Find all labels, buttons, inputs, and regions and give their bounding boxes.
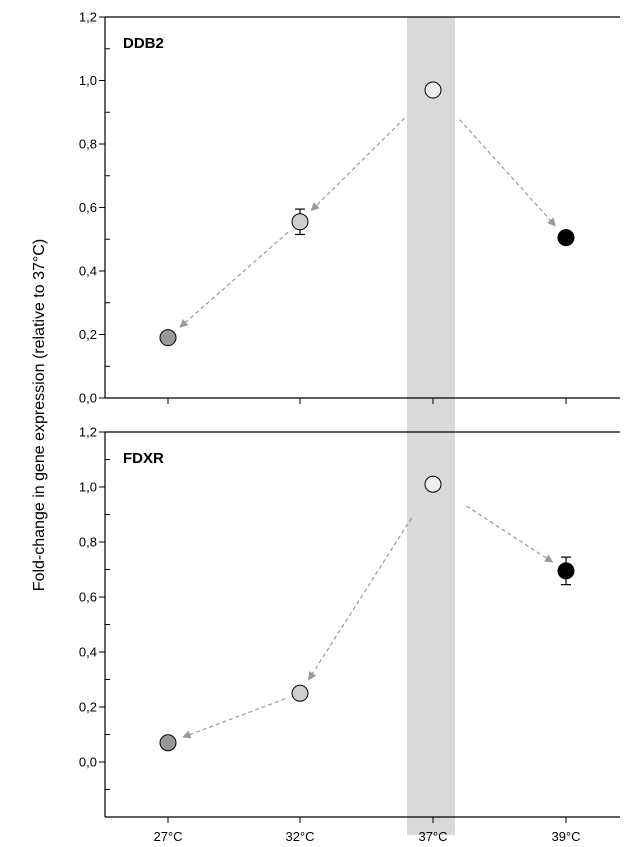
y-tick-label: 0,4 [79, 264, 97, 279]
data-point [557, 562, 575, 580]
panel-ddb2: 0,0 0,2 0,4 0,6 0,8 1,0 1,2 DDB2 [79, 10, 620, 406]
y-tick-label: 0,6 [79, 200, 97, 215]
y-tick-label: 0,2 [79, 700, 97, 715]
trend-arrow [459, 119, 556, 227]
highlight-band [407, 17, 455, 835]
y-tick-label: 0,2 [79, 327, 97, 342]
trend-arrow [308, 517, 413, 681]
panel-label: DDB2 [123, 35, 164, 52]
x-tick-label: 39°C [551, 829, 580, 844]
y-tick-label: 1,2 [79, 425, 97, 440]
data-point [424, 475, 442, 493]
panel-fdxr: 0,0 0,2 0,4 0,6 0,8 1,0 1,2 FDXR [79, 425, 620, 823]
x-tick-label: 27°C [153, 829, 182, 844]
x-tick-label: 32°C [285, 829, 314, 844]
data-point [159, 329, 177, 347]
y-tick-label: 0,8 [79, 535, 97, 550]
y-tick-label: 0,6 [79, 590, 97, 605]
data-point [291, 684, 309, 702]
trend-arrow [310, 117, 406, 212]
y-axis-title: Fold-change in gene expression (relative… [31, 239, 48, 591]
y-tick-label: 0,4 [79, 645, 97, 660]
trend-arrow [466, 505, 554, 563]
panel-label: FDXR [123, 450, 164, 467]
data-point [291, 213, 309, 231]
x-tick-label: 37°C [418, 829, 447, 844]
trend-arrow [182, 698, 286, 739]
y-tick-label: 1,0 [79, 480, 97, 495]
trend-arrow [179, 231, 289, 328]
y-tick-label: 0,0 [79, 391, 97, 406]
y-tick-label: 0,8 [79, 137, 97, 152]
y-tick-label: 0,0 [79, 755, 97, 770]
y-tick-label: 1,0 [79, 73, 97, 88]
x-tick-labels: 27°C 32°C 37°C 39°C [153, 829, 580, 844]
data-point [159, 734, 177, 752]
data-point [557, 229, 575, 247]
y-tick-label: 1,2 [79, 10, 97, 25]
data-point [424, 81, 442, 99]
